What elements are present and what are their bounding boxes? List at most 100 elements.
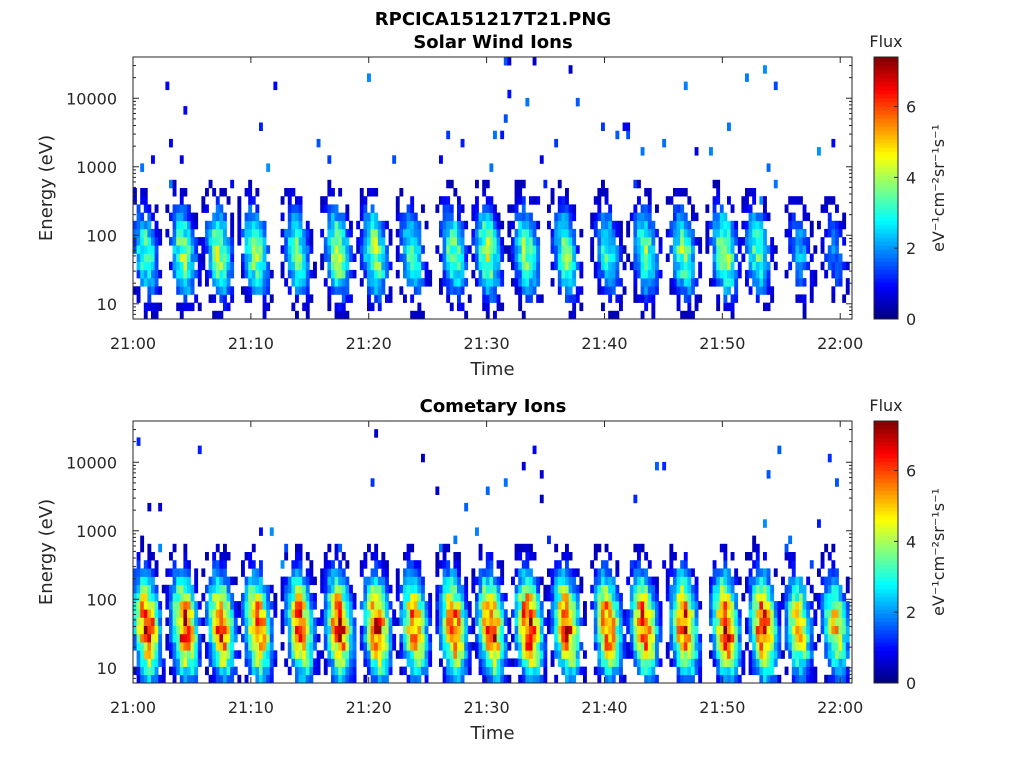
heatmap-cell	[460, 220, 465, 230]
heatmap-cell	[302, 269, 307, 279]
heatmap-cell	[518, 642, 523, 651]
heatmap-cell	[219, 245, 224, 254]
heatmap-cell	[449, 650, 454, 659]
heatmap-cell	[525, 584, 530, 594]
heatmap-cell	[500, 642, 505, 651]
heatmap-cell	[568, 261, 573, 271]
heatmap-cell	[395, 212, 400, 222]
heatmap-cell	[406, 543, 411, 553]
heatmap-cell	[187, 617, 191, 626]
heatmap-cell	[201, 196, 206, 205]
heatmap-cell	[575, 658, 580, 667]
heatmap-cell	[745, 584, 749, 594]
heatmap-cell	[802, 633, 807, 643]
heatmap-cell	[309, 601, 314, 610]
heatmap-cell	[413, 601, 418, 610]
heatmap-cell	[741, 237, 746, 246]
heatmap-cell	[136, 625, 141, 635]
heatmap-cells	[133, 57, 850, 320]
heatmap-cell	[727, 568, 731, 577]
heatmap-cell	[421, 576, 425, 586]
heatmap-cell	[219, 560, 224, 569]
heatmap-cell	[399, 650, 404, 659]
heatmap-cell	[687, 196, 692, 205]
heatmap-cell	[572, 212, 577, 222]
heatmap-cell	[784, 609, 789, 618]
heatmap-cell	[838, 253, 843, 262]
heatmap-cell	[748, 617, 753, 626]
heatmap-cell	[752, 212, 757, 222]
heatmap-cell	[244, 592, 249, 602]
colorbar-swatch	[874, 196, 898, 201]
heatmap-cell	[644, 568, 649, 577]
heatmap-cell	[417, 261, 422, 271]
heatmap-cell	[226, 237, 231, 246]
heatmap-cell	[593, 609, 598, 618]
heatmap-cell	[370, 253, 375, 262]
heatmap-cell	[352, 601, 357, 610]
heatmap-cell	[647, 237, 652, 246]
heatmap-cell	[320, 576, 325, 586]
heatmap-cell	[140, 163, 145, 172]
heatmap-cell	[500, 302, 505, 312]
heatmap-cell	[259, 650, 263, 659]
heatmap-cell	[557, 179, 562, 189]
heatmap-cell	[619, 617, 623, 626]
heatmap-cell	[759, 666, 764, 676]
heatmap-cell	[629, 650, 634, 659]
heatmap-cell	[374, 674, 379, 684]
heatmap-cell	[349, 592, 353, 602]
heatmap-cell	[809, 584, 814, 594]
heatmap-cell	[154, 278, 159, 287]
colorbar-swatch	[874, 282, 898, 287]
heatmap-cell	[640, 294, 645, 303]
heatmap-cell	[345, 666, 350, 676]
heatmap-cell	[172, 674, 177, 684]
colorbar-swatch	[874, 85, 898, 91]
heatmap-cell	[385, 269, 389, 279]
heatmap-cell	[676, 568, 681, 577]
heatmap-cell	[457, 237, 461, 246]
heatmap-cell	[521, 658, 526, 667]
heatmap-cell	[183, 674, 188, 684]
heatmap-cell	[179, 269, 184, 279]
heatmap-cell	[460, 278, 465, 287]
heatmap-cell	[388, 237, 393, 246]
heatmap-cell	[341, 642, 346, 651]
heatmap-cell	[457, 601, 461, 610]
heatmap-cell	[367, 261, 371, 271]
heatmap-cell	[194, 568, 199, 577]
heatmap-cell	[341, 261, 346, 271]
heatmap-cell	[179, 261, 184, 271]
heatmap-cell	[374, 658, 379, 667]
heatmap-cell	[651, 269, 656, 279]
heatmap-cell	[799, 269, 803, 279]
heatmap-cell	[295, 220, 299, 230]
heatmap-cell	[507, 658, 512, 667]
heatmap-cell	[817, 147, 821, 156]
heatmap-cell	[172, 253, 177, 262]
heatmap-cell	[237, 601, 242, 610]
heatmap-cell	[806, 245, 811, 254]
heatmap-cell	[467, 666, 472, 676]
heatmap-cell	[511, 253, 515, 262]
heatmap-cell	[673, 237, 677, 246]
heatmap-cell	[417, 286, 422, 295]
heatmap-cells	[133, 429, 850, 684]
heatmap-cell	[381, 576, 386, 586]
heatmap-cell	[637, 220, 641, 230]
x-axis: 21:00 21:10 21:20 21:30 21:40 21:50 22:00	[110, 421, 863, 717]
heatmap-cell	[151, 253, 155, 262]
heatmap-cell	[453, 560, 458, 569]
colorbar-swatch	[874, 547, 898, 553]
heatmap-cell	[633, 576, 638, 586]
heatmap-cell	[176, 204, 181, 213]
heatmap-cell	[151, 269, 155, 279]
heatmap-cell	[597, 261, 602, 271]
heatmap-cell	[442, 261, 447, 271]
heatmap-cell	[251, 592, 256, 602]
heatmap-cell	[475, 592, 479, 602]
heatmap-cell	[532, 445, 537, 455]
heatmap-cell	[406, 228, 411, 238]
heatmap-cell	[370, 261, 375, 271]
